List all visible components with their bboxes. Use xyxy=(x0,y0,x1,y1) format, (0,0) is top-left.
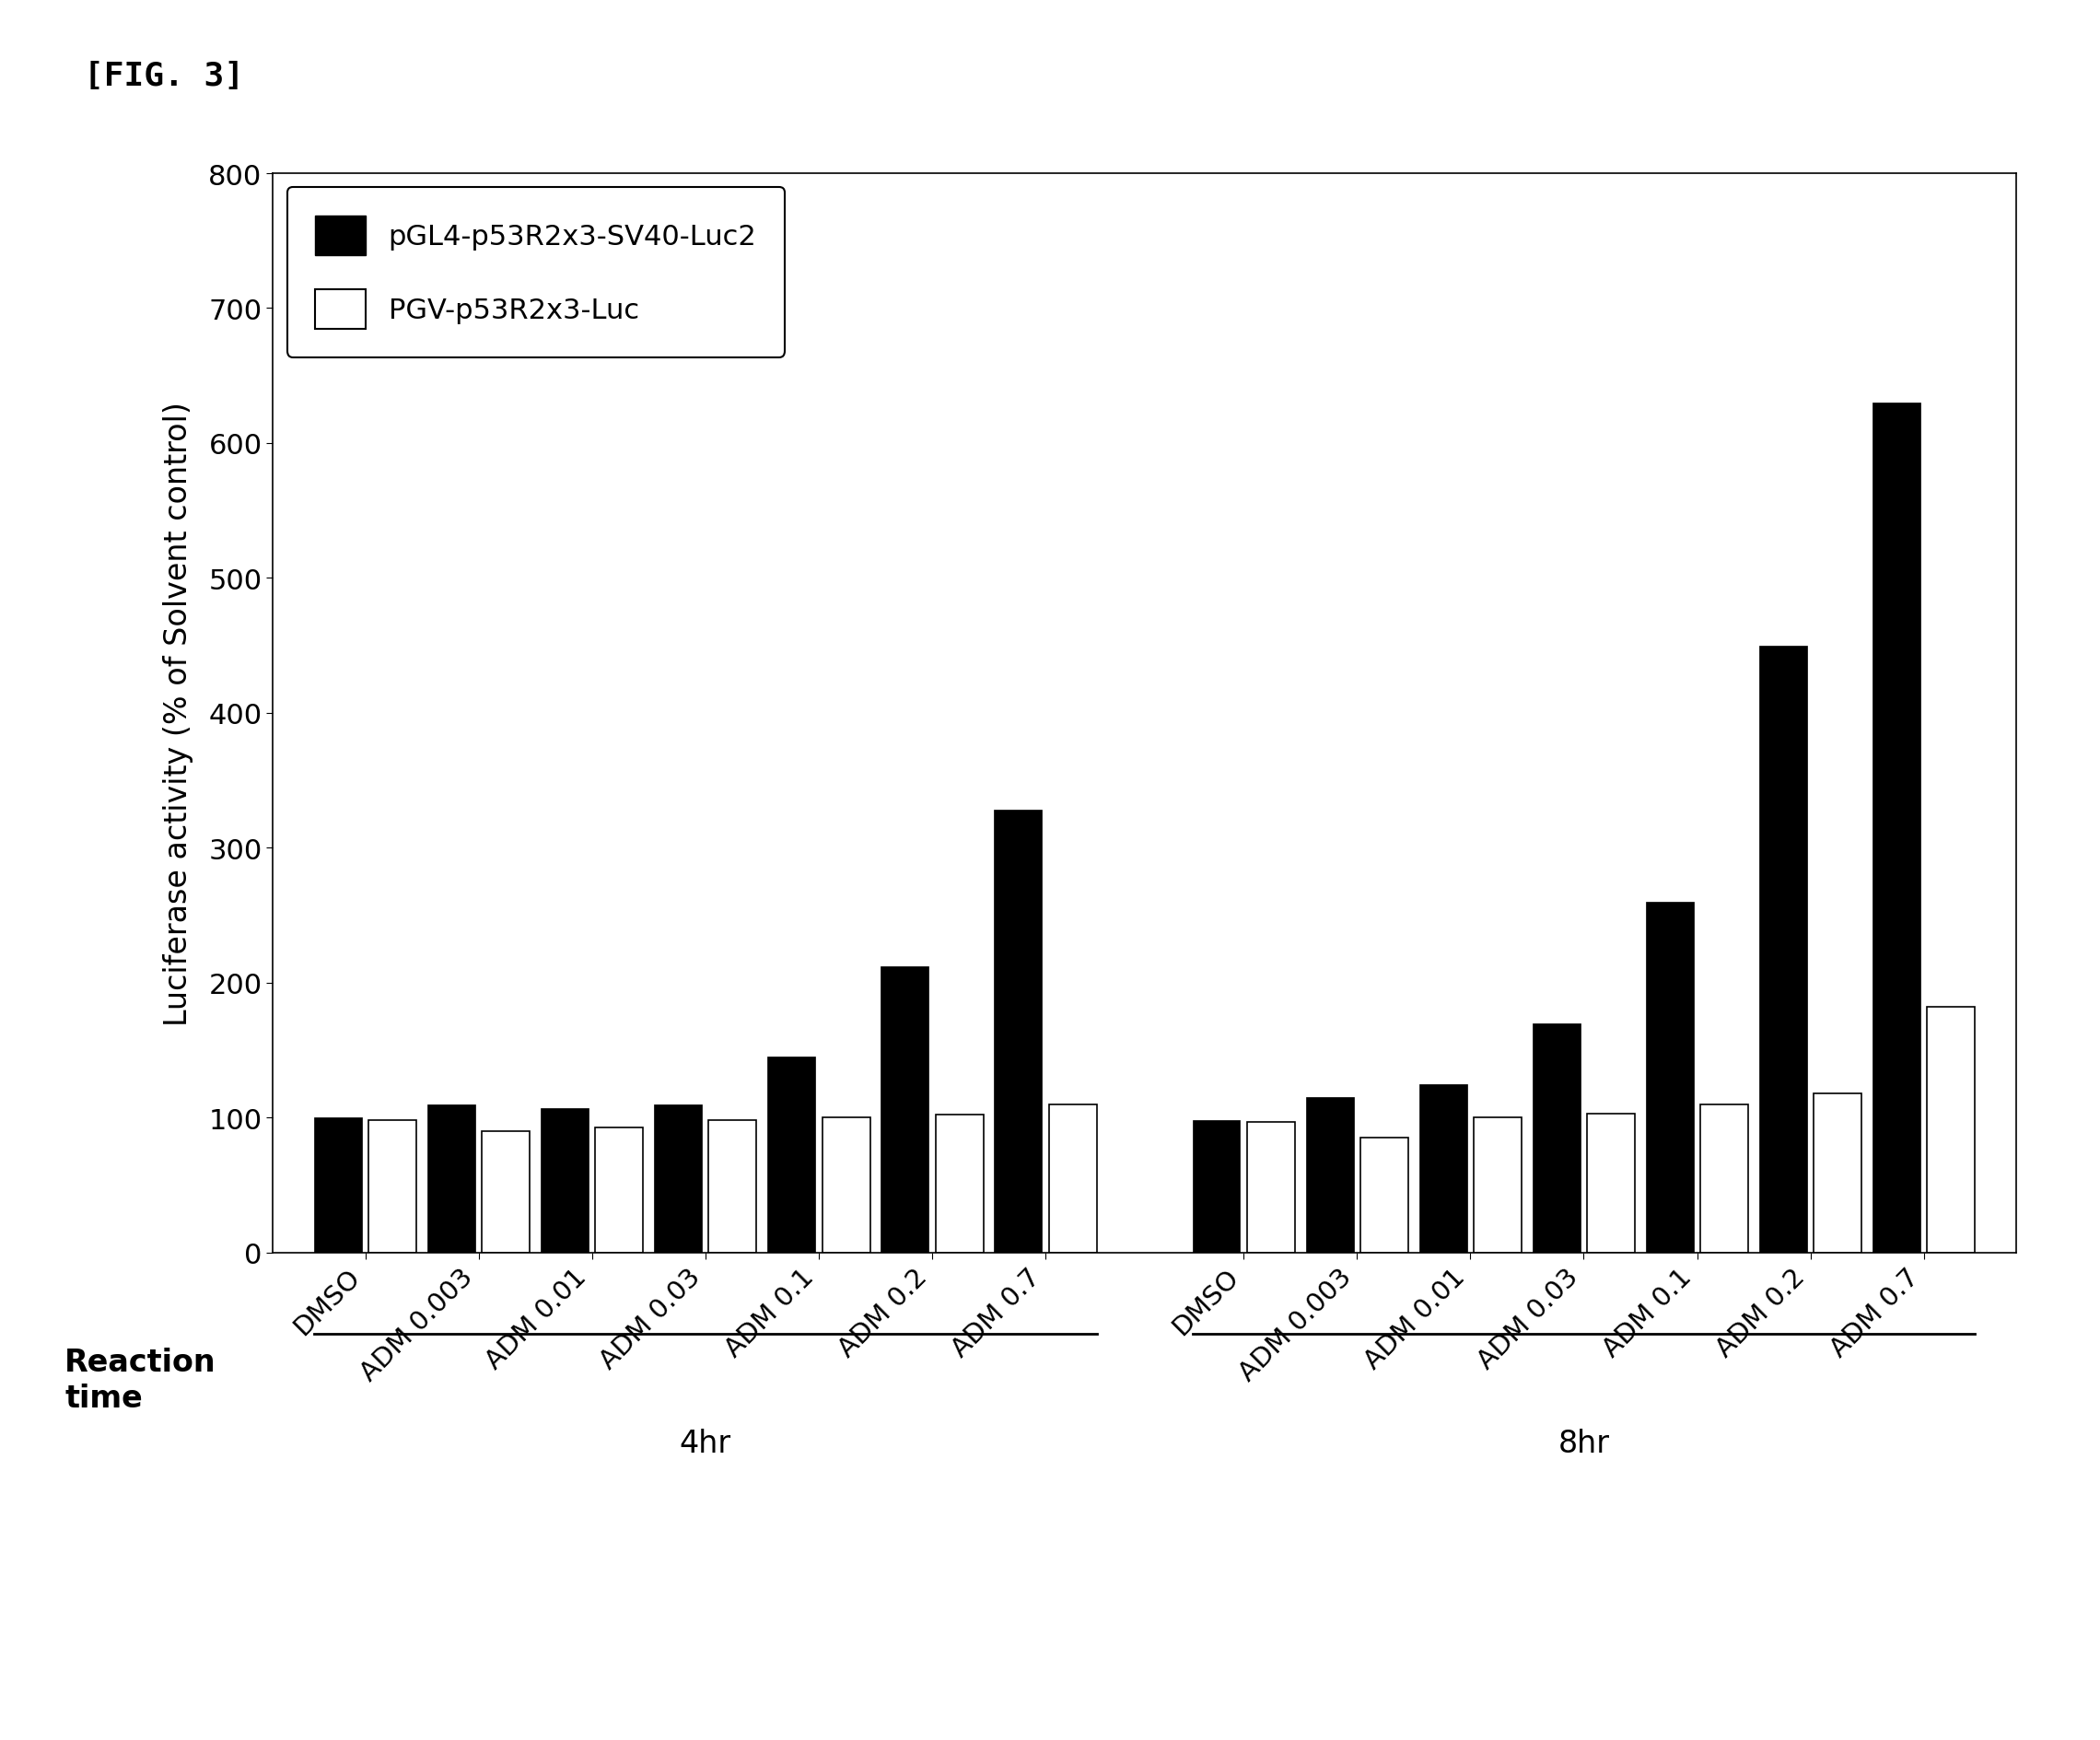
Bar xyxy=(1193,1121,1241,1253)
Bar xyxy=(1474,1119,1522,1253)
Bar xyxy=(1420,1084,1468,1253)
Bar xyxy=(1247,1122,1296,1253)
Bar xyxy=(1533,1023,1579,1253)
Bar xyxy=(1760,646,1806,1253)
Text: 4hr: 4hr xyxy=(680,1429,731,1458)
Text: [FIG. 3]: [FIG. 3] xyxy=(84,61,244,92)
Bar xyxy=(880,967,928,1253)
Bar xyxy=(1814,1094,1861,1253)
Bar xyxy=(993,811,1042,1253)
Bar xyxy=(934,1115,983,1253)
Bar xyxy=(483,1131,529,1253)
Bar xyxy=(766,1058,815,1253)
Bar xyxy=(428,1105,475,1253)
Bar xyxy=(596,1128,643,1253)
Text: Reaction
time: Reaction time xyxy=(65,1347,216,1413)
Bar xyxy=(315,1119,361,1253)
Bar xyxy=(370,1121,416,1253)
Legend: pGL4-p53R2x3-SV40-Luc2, PGV-p53R2x3-Luc: pGL4-p53R2x3-SV40-Luc2, PGV-p53R2x3-Luc xyxy=(288,188,785,358)
Bar xyxy=(1873,404,1919,1253)
Bar xyxy=(708,1121,756,1253)
Bar xyxy=(1048,1105,1096,1253)
Bar xyxy=(1646,903,1693,1253)
Y-axis label: Luciferase activity (% of Solvent control): Luciferase activity (% of Solvent contro… xyxy=(162,402,193,1025)
Bar xyxy=(1701,1105,1749,1253)
Bar xyxy=(653,1105,701,1253)
Bar xyxy=(1588,1114,1636,1253)
Bar xyxy=(1928,1007,1974,1253)
Bar xyxy=(540,1108,588,1253)
Bar xyxy=(821,1119,869,1253)
Bar xyxy=(1306,1098,1354,1253)
Bar xyxy=(1361,1138,1409,1253)
Text: 8hr: 8hr xyxy=(1558,1429,1609,1458)
